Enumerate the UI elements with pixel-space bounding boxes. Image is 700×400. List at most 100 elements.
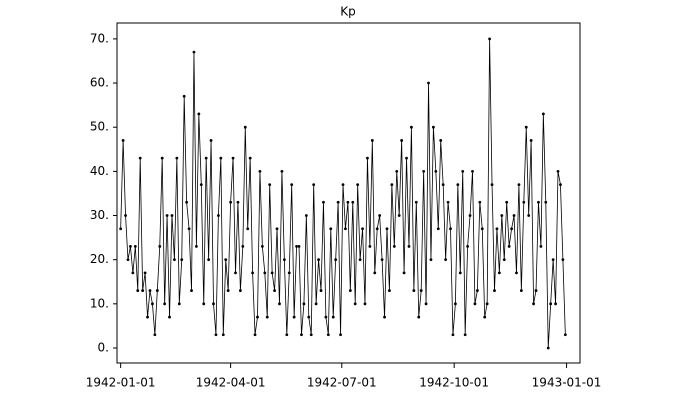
data-point: [534, 289, 538, 292]
data-point: [263, 271, 267, 275]
data-point: [307, 315, 311, 319]
data-point: [287, 271, 291, 275]
data-point: [497, 271, 501, 275]
data-point: [466, 245, 470, 248]
data-point: [522, 200, 526, 204]
data-point: [268, 183, 272, 187]
data-point: [129, 245, 132, 248]
data-point: [329, 227, 333, 231]
data-point: [155, 289, 159, 292]
data-point: [331, 315, 335, 319]
data-point: [297, 245, 301, 248]
data-point: [370, 139, 374, 142]
data-point: [238, 289, 242, 292]
data-point: [483, 315, 487, 319]
data-point: [461, 169, 465, 173]
data-point: [446, 200, 450, 204]
data-point: [544, 200, 548, 204]
data-point: [341, 183, 345, 187]
data-point: [368, 245, 372, 248]
data-point: [463, 333, 467, 337]
y-tick-label: 20.: [90, 252, 109, 266]
data-point: [177, 302, 181, 306]
data-point: [197, 112, 201, 116]
data-point: [424, 302, 428, 306]
data-point: [146, 315, 149, 319]
data-point: [434, 169, 438, 173]
data-point: [190, 289, 193, 292]
data-point: [300, 333, 303, 337]
y-tick-label: 70.: [90, 31, 109, 45]
data-point: [532, 302, 535, 306]
data-point: [441, 183, 445, 187]
data-point: [339, 333, 342, 337]
data-point: [427, 81, 430, 85]
y-tick-label: 0.: [98, 340, 109, 354]
data-point: [500, 214, 504, 217]
data-point: [165, 214, 169, 217]
data-point: [185, 200, 189, 204]
data-point: [468, 214, 472, 217]
data-point: [512, 214, 516, 217]
data-point: [488, 37, 491, 41]
data-point: [541, 112, 545, 116]
data-point: [126, 258, 130, 262]
data-point: [319, 289, 323, 292]
data-point: [351, 200, 355, 204]
data-point: [309, 333, 313, 337]
data-point: [527, 214, 531, 217]
data-point: [133, 245, 137, 248]
data-point: [524, 125, 528, 129]
data-point: [444, 258, 448, 262]
data-point: [322, 200, 325, 204]
data-point: [192, 50, 196, 54]
data-point: [475, 289, 479, 292]
data-point: [168, 315, 171, 319]
data-point: [375, 227, 379, 231]
data-point: [529, 139, 533, 142]
data-point: [490, 183, 494, 187]
y-tick-label: 30.: [90, 208, 109, 222]
data-point: [187, 227, 191, 231]
data-point: [436, 227, 440, 231]
data-point: [278, 302, 281, 306]
data-point: [119, 227, 123, 231]
data-point: [473, 302, 477, 306]
x-tick-label: 1942-10-01: [419, 376, 489, 390]
data-point: [456, 183, 460, 187]
data-point: [241, 245, 245, 248]
data-point: [290, 183, 294, 187]
data-point: [400, 139, 404, 142]
data-point: [275, 227, 279, 231]
y-tick-label: 50.: [90, 120, 109, 134]
data-point: [414, 200, 418, 204]
data-point: [402, 271, 406, 275]
data-point: [138, 156, 142, 160]
data-point: [258, 169, 262, 173]
data-point: [410, 125, 413, 129]
data-point: [537, 200, 540, 204]
data-point: [388, 289, 391, 292]
data-point: [419, 289, 423, 292]
data-point: [295, 245, 298, 248]
data-point: [451, 333, 455, 337]
data-point: [151, 302, 154, 306]
data-point: [209, 139, 213, 142]
data-point: [559, 183, 562, 187]
data-point: [141, 289, 145, 292]
data-point: [182, 94, 186, 98]
data-point: [356, 183, 360, 187]
data-point: [243, 125, 247, 129]
data-point: [348, 289, 352, 292]
data-point: [517, 183, 521, 187]
data-point: [405, 156, 408, 160]
data-point: [417, 315, 421, 319]
data-point: [439, 139, 443, 142]
data-point: [285, 333, 289, 337]
data-point: [226, 289, 230, 292]
series-line: [120, 38, 566, 349]
data-point: [480, 227, 484, 231]
data-point: [358, 258, 362, 262]
y-tick-label: 60.: [90, 76, 109, 90]
